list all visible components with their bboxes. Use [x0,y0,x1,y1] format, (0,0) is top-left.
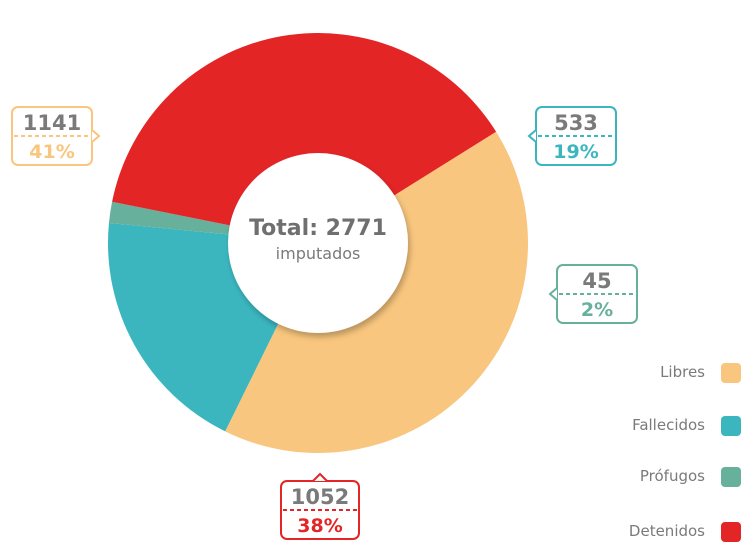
center-total: Total: 2771 [249,216,387,241]
callout-value: 1141 [23,111,81,135]
callout-profugos: 452% [548,264,638,324]
legend-label: Libres [660,363,705,381]
legend-swatch [721,522,741,542]
callout-percent: 41% [29,141,74,163]
legend-label: Fallecidos [632,416,705,434]
legend-item-fallecidos: Fallecidos [632,416,741,436]
donut-center: Total: 2771 imputados [228,153,408,333]
legend-swatch [721,416,741,436]
slice-detenidos [112,33,497,226]
callout-pointer [312,472,328,482]
legend-item-libres: Libres [660,363,741,383]
slice-libres [225,131,528,453]
legend-swatch [721,467,741,487]
callout-percent: 19% [553,141,598,163]
legend-item-profugos: Prófugos [640,467,741,487]
callout-pointer [91,129,101,143]
callout-value: 1052 [291,485,349,509]
callout-detenidos: 1052 38% [280,472,360,540]
callout-percent: 2% [581,299,613,321]
center-hole [228,153,408,333]
callout-pointer [527,129,537,143]
callout-libres: 1141 41% [11,106,101,166]
legend-swatch [721,363,741,383]
callout-pointer [548,287,558,301]
slice-profugos [108,201,232,235]
callout-percent: 38% [297,515,342,537]
legend-label: Prófugos [640,467,705,485]
callout-value: 45 [582,269,611,293]
legend-item-detenidos: Detenidos [629,522,741,542]
callout-value: 533 [554,111,598,135]
legend-label: Detenidos [629,522,705,540]
slice-fallecidos [107,222,280,432]
center-subtitle: imputados [276,244,361,263]
